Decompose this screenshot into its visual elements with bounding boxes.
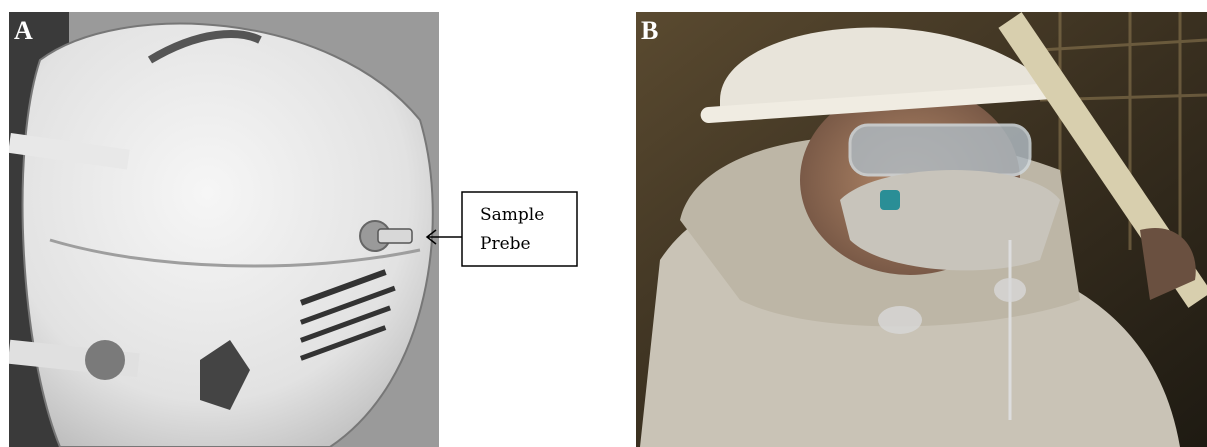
photo-a — [9, 12, 439, 447]
callout-text: Prebe — [480, 234, 531, 254]
arrow-head — [425, 229, 437, 245]
panel-label: A — [14, 16, 33, 45]
callout-text: Sample — [480, 205, 544, 225]
panel-label: B — [641, 16, 658, 45]
photo-b — [636, 12, 1207, 447]
callout-box — [461, 191, 578, 267]
